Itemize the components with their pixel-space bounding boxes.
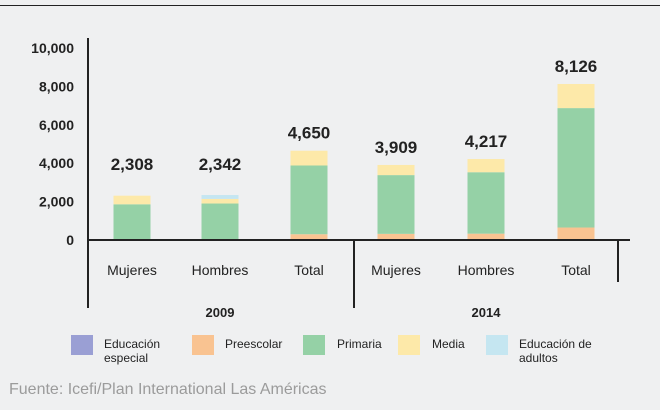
bar-segment [467, 159, 505, 173]
legend-label-line1: Educación [104, 337, 161, 351]
legend-label-line1: Primaria [337, 337, 382, 351]
bar-segment [201, 198, 239, 204]
bar-segment [113, 204, 151, 240]
total-data-label: 2,342 [199, 155, 242, 174]
legend-label-preescolar: Preescolar [225, 337, 282, 351]
total-data-label: 4,217 [465, 132, 508, 151]
source-note: Fuente: Icefi/Plan International Las Amé… [9, 381, 327, 398]
bar-segment [377, 164, 415, 176]
legend-label-line1: Educación de [519, 337, 592, 351]
bar-segment [113, 195, 151, 205]
y-tick-label: 0 [66, 232, 74, 248]
bar-segment [377, 233, 415, 240]
total-data-label: 2,308 [111, 155, 154, 174]
y-tick-label: 6,000 [39, 117, 74, 133]
legend-label-primaria: Primaria [337, 337, 382, 351]
legend-label-media: Media [432, 337, 465, 351]
bar-segment [290, 234, 328, 240]
bar-segment [201, 203, 239, 240]
bar-segment [557, 83, 595, 109]
x-tick-label: Mujeres [107, 262, 157, 278]
legend-label-line2: adultos [519, 351, 558, 365]
x-tick-label: Total [294, 262, 324, 278]
legend-label-educacion-adultos: Educación de adultos [519, 337, 592, 365]
x-tick-label: Hombres [458, 262, 515, 278]
legend-swatch [71, 335, 93, 355]
legend-label-line1: Media [432, 337, 465, 351]
y-tick-label: 8,000 [39, 78, 74, 94]
y-tick-label: 2,000 [39, 194, 74, 210]
bar-segment [377, 175, 415, 234]
legend-swatch [303, 335, 325, 355]
bar-segment [467, 233, 505, 240]
bar-segment [467, 172, 505, 234]
legend-label-educacion-especial: Educación especial [104, 337, 160, 365]
legend-label-line1: Preescolar [225, 337, 283, 351]
total-data-label: 3,909 [375, 138, 418, 157]
top-rule [0, 5, 660, 6]
stacked-bar-chart: 0 2,000 4,000 6,000 8,000 10,000 2,308 Mujeres 2… [31, 38, 630, 355]
bar-segment [201, 195, 239, 199]
group-label: 2009 [206, 305, 235, 320]
total-data-label: 8,126 [555, 57, 598, 76]
y-tick-label: 10,000 [31, 40, 74, 56]
legend-label-line2: especial [104, 351, 149, 365]
legend-swatch [398, 335, 420, 355]
total-data-label: 4,650 [288, 124, 331, 143]
bar-segment [290, 165, 328, 235]
y-tick-label: 4,000 [39, 155, 74, 171]
bar-segment [290, 150, 328, 166]
bar-segment [557, 108, 595, 228]
legend-swatch [486, 335, 508, 355]
group-label: 2014 [472, 305, 502, 320]
x-tick-label: Mujeres [371, 262, 421, 278]
x-tick-label: Hombres [192, 262, 249, 278]
legend-swatch [192, 335, 214, 355]
x-tick-label: Total [561, 262, 591, 278]
bar-segment [557, 227, 595, 240]
